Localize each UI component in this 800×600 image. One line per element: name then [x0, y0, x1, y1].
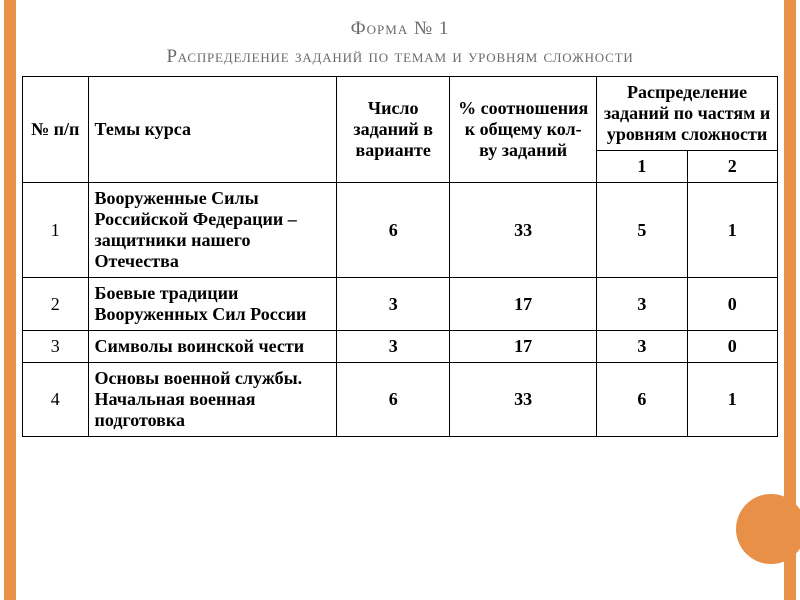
- cell-count: 6: [337, 363, 450, 437]
- decorative-circle: [736, 494, 800, 564]
- header-pct: % соотношения к общему кол-ву заданий: [450, 77, 597, 183]
- cell-pct: 33: [450, 183, 597, 278]
- cell-d1: 3: [597, 331, 687, 363]
- cell-num: 1: [23, 183, 89, 278]
- header-sub1: 1: [597, 151, 687, 183]
- cell-d1: 3: [597, 278, 687, 331]
- cell-d1: 6: [597, 363, 687, 437]
- left-accent-bar: [4, 0, 16, 600]
- cell-pct: 33: [450, 363, 597, 437]
- cell-topic: Вооруженные Силы Российской Федерации – …: [88, 183, 337, 278]
- cell-num: 2: [23, 278, 89, 331]
- cell-num: 3: [23, 331, 89, 363]
- cell-topic: Символы воинской чести: [88, 331, 337, 363]
- cell-count: 3: [337, 331, 450, 363]
- table-row: 3 Символы воинской чести 3 17 3 0: [23, 331, 778, 363]
- table-row: 1 Вооруженные Силы Российской Федерации …: [23, 183, 778, 278]
- cell-pct: 17: [450, 331, 597, 363]
- main-title: Распределение заданий по темам и уровням…: [22, 46, 778, 68]
- cell-d2: 1: [687, 363, 777, 437]
- header-row-1: № п/п Темы курса Число заданий в вариант…: [23, 77, 778, 151]
- header-distribution: Распределение заданий по частям и уровня…: [597, 77, 778, 151]
- table-row: 4 Основы военной службы. Начальная военн…: [23, 363, 778, 437]
- cell-d1: 5: [597, 183, 687, 278]
- cell-d2: 0: [687, 331, 777, 363]
- form-number-title: Форма № 1: [22, 18, 778, 40]
- header-sub2: 2: [687, 151, 777, 183]
- distribution-table: № п/п Темы курса Число заданий в вариант…: [22, 76, 778, 437]
- cell-topic: Основы военной службы. Начальная военная…: [88, 363, 337, 437]
- cell-num: 4: [23, 363, 89, 437]
- cell-count: 3: [337, 278, 450, 331]
- cell-count: 6: [337, 183, 450, 278]
- cell-d2: 0: [687, 278, 777, 331]
- header-num: № п/п: [23, 77, 89, 183]
- cell-pct: 17: [450, 278, 597, 331]
- header-topic: Темы курса: [88, 77, 337, 183]
- cell-d2: 1: [687, 183, 777, 278]
- header-count: Число заданий в варианте: [337, 77, 450, 183]
- slide-content: Форма № 1 Распределение заданий по темам…: [22, 18, 778, 437]
- table-row: 2 Боевые традиции Вооруженных Сил России…: [23, 278, 778, 331]
- cell-topic: Боевые традиции Вооруженных Сил России: [88, 278, 337, 331]
